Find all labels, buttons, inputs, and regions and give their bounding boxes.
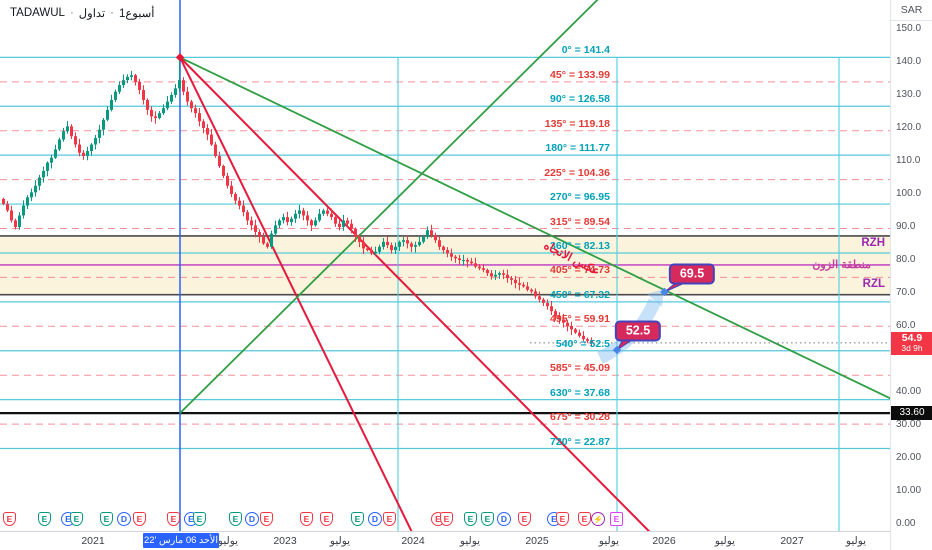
earnings-marker[interactable]: E (556, 512, 569, 526)
price-tick: 0.00 (896, 518, 916, 529)
rzl-label: RZL (862, 278, 885, 290)
earnings-marker[interactable]: E (193, 512, 206, 526)
price-tick: 130.0 (896, 89, 922, 100)
exchange-name: تداول (78, 8, 106, 20)
earnings-marker[interactable]: E (383, 512, 396, 526)
price-tick: 10.00 (896, 485, 922, 496)
chart-canvas (0, 0, 890, 532)
price-tick: 100.0 (896, 188, 922, 199)
selected-date-label: الأحد 06 مارس '22 (143, 533, 219, 548)
dividend-marker[interactable]: D (245, 512, 259, 526)
symbol-name: TADAWUL (10, 7, 65, 19)
time-label: يوليو (714, 535, 736, 547)
bar-countdown: 3d 9h (901, 342, 923, 353)
gann-red-steep[interactable] (179, 56, 413, 532)
earnings-marker[interactable]: E (578, 512, 591, 526)
earnings-marker[interactable]: E (481, 512, 494, 526)
earnings-marker[interactable]: E (260, 512, 273, 526)
last-price-value: 54.9 (901, 331, 923, 344)
price-tick: 120.0 (896, 122, 922, 133)
gann-anchor-marker[interactable] (175, 53, 185, 62)
price-tick: 90.0 (896, 221, 916, 232)
time-label: يوليو (598, 535, 620, 547)
time-label: 2025 (525, 535, 549, 547)
dividend-marker[interactable]: D (117, 512, 131, 526)
time-axis[interactable]: 2021 يوليو 2023 يوليو 2024 يوليو 2025 يوليو 2026… (0, 532, 890, 550)
earnings-marker[interactable]: E (229, 512, 242, 526)
earnings-marker[interactable]: E (70, 512, 83, 526)
price-tick: 30.00 (896, 419, 922, 430)
price-tick: 150.0 (896, 23, 922, 34)
projection-arrow-head (647, 289, 664, 307)
time-label: 2027 (780, 535, 804, 547)
earnings-marker[interactable]: E (464, 512, 477, 526)
price-tick: 40.00 (896, 386, 922, 397)
event-marker[interactable]: ⚡ (591, 512, 605, 526)
price-tick: 70.0 (896, 287, 916, 298)
time-label: 2021 (81, 535, 105, 547)
earnings-marker[interactable]: E (610, 512, 623, 526)
earnings-marker[interactable]: E (167, 512, 180, 526)
gann-red-mid[interactable] (179, 56, 651, 532)
callout-anchor-dot[interactable] (660, 287, 669, 297)
interval-label: أسبوع1 (118, 8, 155, 20)
price-tick: 60.0 (896, 320, 916, 331)
time-label: يوليو (329, 535, 351, 547)
time-label: 2024 (401, 535, 425, 547)
price-tick: 140.0 (896, 56, 922, 67)
earnings-marker[interactable]: E (440, 512, 453, 526)
zone-line-dash: — (874, 259, 885, 271)
price-tick: 20.00 (896, 452, 922, 463)
last-price-badge: 54.9 3d 9h (891, 331, 932, 355)
trend-green-asc[interactable] (179, 0, 599, 414)
earnings-marker[interactable]: E (518, 512, 531, 526)
earnings-marker[interactable]: E (100, 512, 113, 526)
price-tick: 80.0 (896, 254, 916, 265)
dividend-marker[interactable]: D (497, 512, 511, 526)
event-markers-row: E E E E E D E E E E E D E E E E D E E E E E D E E E E ⚡ E (3, 512, 623, 526)
earnings-marker[interactable]: E (300, 512, 313, 526)
chart-pane[interactable]: TADAWUL · تداول · أسبوع1 0° = 141.4 45° =… (0, 0, 890, 532)
earnings-marker[interactable]: E (3, 512, 16, 526)
time-label: 2026 (652, 535, 676, 547)
symbol-title[interactable]: TADAWUL · تداول · أسبوع1 (10, 6, 155, 20)
title-separator-2: · (110, 7, 114, 19)
earnings-marker[interactable]: E (38, 512, 51, 526)
earnings-marker[interactable]: E (351, 512, 364, 526)
time-label: يوليو (217, 535, 239, 547)
gann-green-desc[interactable] (179, 56, 890, 418)
rzh-label: RZH (861, 237, 885, 249)
time-label: يوليو (459, 535, 481, 547)
horizontal-line-price-badge: 33.60 (891, 406, 932, 421)
earnings-marker[interactable]: E (320, 512, 333, 526)
price-axis[interactable]: SAR 150.0 140.0 130.0 120.0 110.0 100.0 90.0 80… (890, 0, 932, 550)
price-callout-69[interactable]: 69.5 (668, 263, 716, 285)
title-separator: · (69, 7, 74, 19)
callout-anchor-dot[interactable] (612, 345, 622, 355)
time-label: يوليو (845, 535, 867, 547)
candles (2, 60, 593, 347)
zone-area-label: منطقة الزون — (812, 259, 885, 271)
price-callout-52[interactable]: 52.5 (614, 320, 662, 342)
currency-label: SAR (891, 0, 932, 21)
price-tick: 110.0 (896, 155, 921, 166)
dividend-marker[interactable]: D (368, 512, 382, 526)
time-label: 2023 (273, 535, 297, 547)
earnings-marker[interactable]: E (133, 512, 146, 526)
